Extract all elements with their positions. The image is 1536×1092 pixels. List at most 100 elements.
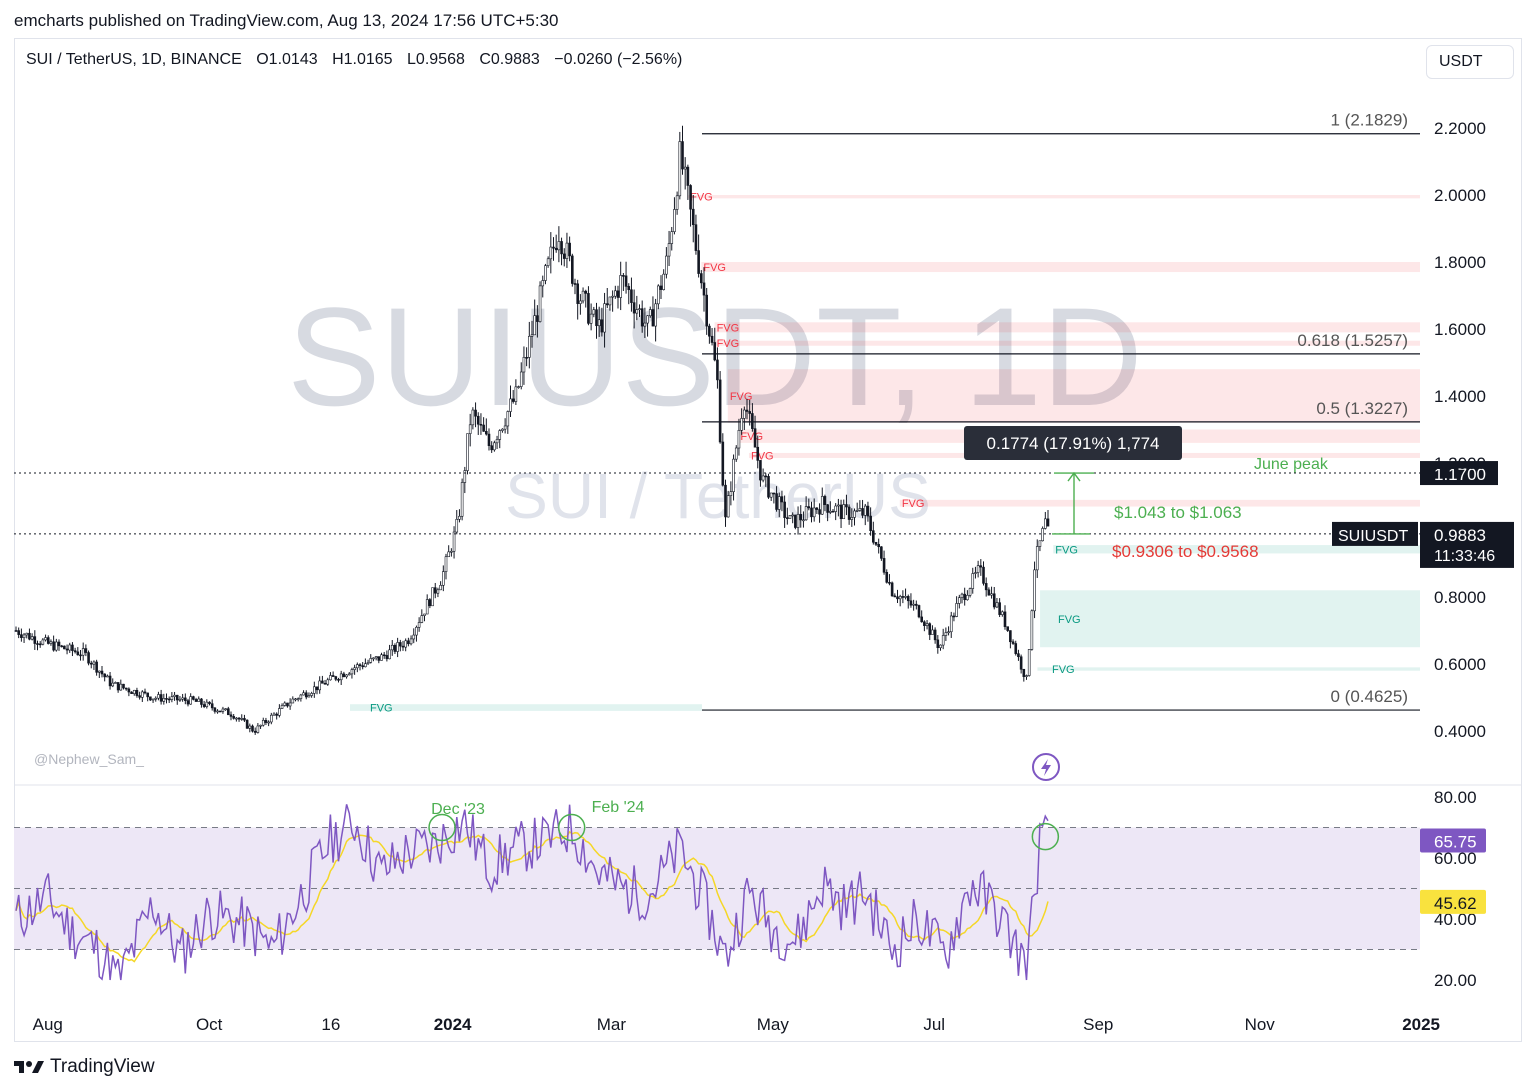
- candle-body: [170, 696, 174, 700]
- candle-body: [138, 695, 141, 698]
- candle-body: [106, 675, 109, 678]
- candle-body: [84, 648, 88, 653]
- candle-body: [554, 247, 558, 251]
- candle-body: [283, 702, 287, 706]
- candle-body: [1027, 649, 1031, 676]
- candle-body: [506, 411, 510, 427]
- candle-body: [815, 507, 819, 510]
- candle-body: [748, 411, 751, 414]
- candle-body: [22, 634, 26, 638]
- candle-body: [906, 596, 910, 602]
- candle-body: [998, 602, 1001, 615]
- candle-body: [767, 476, 770, 498]
- author-tag: @Nephew_Sam_: [34, 751, 144, 767]
- countdown-value: 11:33:46: [1434, 548, 1495, 565]
- rsi-ma-value-tag: [1420, 889, 1486, 914]
- candle-body: [858, 508, 862, 511]
- candle-body: [901, 596, 905, 598]
- candle-body: [452, 531, 456, 552]
- fvg-zone: [714, 322, 1420, 333]
- candle-body: [157, 694, 160, 699]
- fvg-zone: [899, 499, 1420, 507]
- candle-body: [326, 679, 330, 685]
- candle-body: [1033, 569, 1036, 612]
- candle-body: [890, 582, 894, 597]
- candle-body: [775, 493, 778, 510]
- candle-body: [514, 386, 518, 402]
- candle-body: [552, 246, 555, 249]
- candle-body: [710, 335, 714, 343]
- candle-body: [388, 649, 391, 660]
- candle-body: [675, 195, 679, 210]
- candle-body: [162, 698, 166, 702]
- candle-body: [294, 698, 297, 701]
- candle-body: [780, 496, 784, 503]
- candle-body: [444, 556, 448, 572]
- candle-body: [659, 285, 663, 290]
- candle-body: [68, 644, 72, 651]
- candle-body: [415, 626, 418, 636]
- candle-body: [229, 714, 233, 717]
- candle-body: [57, 641, 61, 647]
- tradingview-brand: TradingView: [50, 1056, 155, 1077]
- candle-body: [313, 686, 316, 694]
- rsi-value: 65.75: [1434, 832, 1477, 851]
- measure-arrow-head: [1067, 471, 1081, 482]
- candle-body: [627, 286, 631, 291]
- candle-body: [356, 664, 359, 669]
- candle-body: [482, 424, 485, 432]
- y-tick-label: 2.2000: [1434, 119, 1486, 138]
- candle-body: [694, 224, 698, 251]
- candle-body: [364, 663, 367, 668]
- candle-body: [245, 719, 249, 729]
- candle-body: [372, 657, 375, 660]
- candle-body: [678, 141, 682, 197]
- candle-body: [635, 309, 639, 314]
- candle-body: [213, 707, 217, 712]
- candle-body: [670, 231, 674, 244]
- candle-body: [740, 418, 743, 431]
- symbol-tag: [1332, 521, 1418, 546]
- candle-body: [98, 670, 101, 673]
- currency-button[interactable]: USDT: [1426, 45, 1514, 79]
- candle-body: [232, 716, 235, 719]
- rsi-highlight-circle: [428, 813, 456, 842]
- candle-body: [280, 705, 284, 709]
- candle-body: [431, 587, 434, 607]
- candle-body: [587, 293, 590, 324]
- candle-body: [197, 698, 201, 702]
- candle-body: [318, 680, 321, 691]
- candle-body: [218, 710, 222, 713]
- candle-body: [331, 675, 335, 677]
- tradingview-logo[interactable]: TradingView: [14, 1056, 155, 1078]
- candle-body: [882, 558, 886, 573]
- fvg-zone: [1037, 667, 1420, 671]
- candle-body: [791, 514, 794, 517]
- candle-body: [990, 593, 993, 596]
- candle-body: [823, 496, 827, 506]
- candle-body: [89, 662, 93, 665]
- candle-body: [562, 253, 566, 259]
- candle-body: [979, 565, 983, 568]
- candle-body: [493, 442, 496, 451]
- y-tick-label: 0.4000: [1434, 722, 1486, 741]
- candle-body: [315, 686, 319, 691]
- candle-body: [651, 309, 655, 327]
- candle-body: [350, 669, 354, 675]
- candle-body: [173, 694, 176, 697]
- candle-body: [73, 650, 77, 653]
- lightning-icon[interactable]: [1032, 753, 1060, 781]
- candle-body: [845, 504, 848, 508]
- candle-body: [732, 458, 735, 492]
- fvg-label: FVG: [751, 450, 774, 462]
- candle-body: [772, 492, 776, 495]
- june-peak-value: 1.1700: [1434, 465, 1486, 484]
- candle-body: [952, 615, 956, 618]
- candle-body: [571, 255, 574, 284]
- rsi-line: [15, 804, 1049, 981]
- candle-body: [369, 658, 373, 663]
- candle-body: [178, 698, 182, 701]
- candle-body: [1014, 643, 1018, 654]
- candle-body: [259, 724, 262, 727]
